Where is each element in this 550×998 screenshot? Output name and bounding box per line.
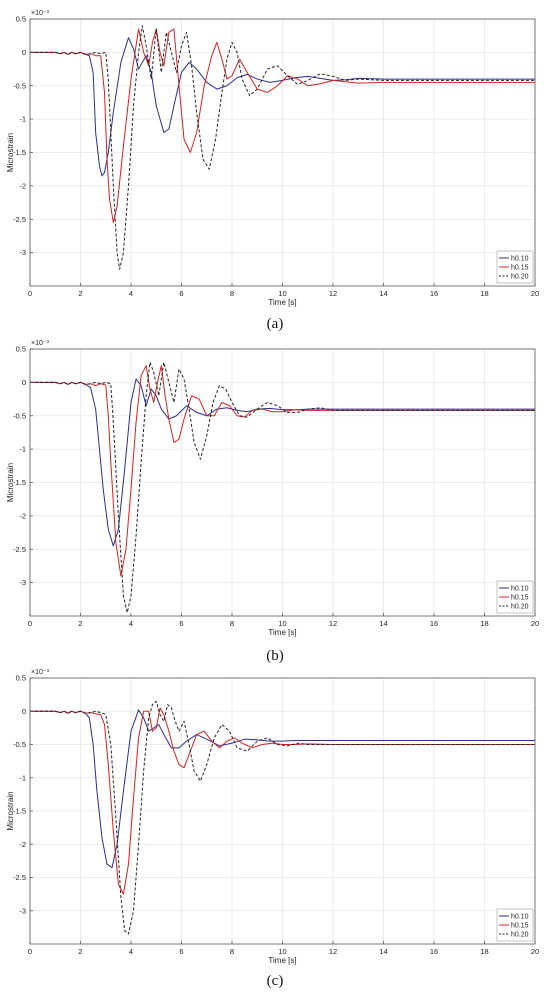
x-tick-label: 18 xyxy=(480,619,488,628)
y-tick-label: -0.5 xyxy=(13,411,26,420)
x-tick-label: 16 xyxy=(430,289,438,298)
y-tick-label: -2 xyxy=(19,511,26,520)
x-tick-label: 14 xyxy=(379,289,387,298)
x-tick-label: 0 xyxy=(28,947,32,956)
x-tick-label: 20 xyxy=(531,947,539,956)
legend-label: h0.10 xyxy=(511,256,529,263)
y-tick-label: 0.5 xyxy=(16,15,26,24)
legend-label: h0.20 xyxy=(511,932,529,939)
panel-caption-c: (c) xyxy=(266,973,284,989)
y-tick-label: -1.5 xyxy=(13,807,26,816)
chart-panel-1: 0 2 4 6 8 10 12 14 16 18 20 0.5 0 -0.5 -1 -1.5 -2 -2.5 -3 ×… xyxy=(6,340,539,637)
y-exponent-label: ×10⁻³ xyxy=(31,340,50,347)
x-tick-label: 12 xyxy=(329,289,337,298)
x-tick-label: 2 xyxy=(78,619,82,628)
legend-label: h0.15 xyxy=(511,923,529,930)
x-tick-label: 4 xyxy=(129,619,133,628)
x-tick-label: 10 xyxy=(278,289,286,298)
x-tick-label: 12 xyxy=(329,947,337,956)
x-tick-label: 6 xyxy=(179,289,183,298)
x-tick-label: 10 xyxy=(278,947,286,956)
x-tick-label: 6 xyxy=(179,947,183,956)
legend-label: h0.20 xyxy=(511,274,529,281)
y-tick-label: -2.5 xyxy=(13,545,26,554)
chart-panel-0: 0 2 4 6 8 10 12 14 16 18 20 0.5 0 -0.5 -1 -1.5 -2 -2.5 -3 ×… xyxy=(6,10,539,307)
y-axis-label: Microstrain xyxy=(6,791,15,830)
y-tick-label: 0.5 xyxy=(16,674,26,683)
x-tick-label: 8 xyxy=(230,619,234,628)
y-exponent-label: ×10⁻³ xyxy=(31,10,50,17)
x-axis-label: Time [s] xyxy=(268,628,296,637)
y-exponent-label: ×10⁻³ xyxy=(31,669,50,676)
y-tick-label: -3 xyxy=(19,578,26,587)
x-tick-label: 18 xyxy=(480,947,488,956)
y-axis-label: Microstrain xyxy=(6,133,15,172)
series-line-h0-20 xyxy=(30,25,535,270)
x-tick-label: 20 xyxy=(531,289,539,298)
x-tick-label: 2 xyxy=(78,289,82,298)
x-axis-label: Time [s] xyxy=(268,956,296,965)
y-tick-label: -1 xyxy=(19,445,26,454)
x-tick-label: 16 xyxy=(430,619,438,628)
y-tick-label: -1.5 xyxy=(13,148,26,157)
legend: h0.10 h0.15 h0.20 xyxy=(496,250,534,284)
legend-label: h0.10 xyxy=(511,586,529,593)
x-tick-label: 12 xyxy=(329,619,337,628)
x-tick-label: 8 xyxy=(230,289,234,298)
x-tick-label: 6 xyxy=(179,619,183,628)
x-tick-label: 0 xyxy=(28,619,32,628)
y-tick-label: 0.5 xyxy=(16,345,26,354)
panel-caption-b: (b) xyxy=(266,648,284,664)
series-line-h0-20 xyxy=(30,361,535,614)
legend: h0.10 h0.15 h0.20 xyxy=(496,580,534,614)
y-tick-label: -2.5 xyxy=(13,215,26,224)
x-tick-label: 0 xyxy=(28,289,32,298)
x-tick-label: 2 xyxy=(78,947,82,956)
series-line-h0-20 xyxy=(30,700,535,935)
x-tick-label: 16 xyxy=(430,947,438,956)
x-tick-label: 14 xyxy=(379,947,387,956)
y-tick-label: -1.5 xyxy=(13,478,26,487)
x-tick-label: 4 xyxy=(129,947,133,956)
y-tick-label: 0 xyxy=(22,378,26,387)
y-tick-label: -3 xyxy=(19,248,26,257)
chart-panel-2: 0 2 4 6 8 10 12 14 16 18 20 0.5 0 -0.5 -1 -1.5 -2 -2.5 -3 ×… xyxy=(6,669,539,965)
x-tick-label: 4 xyxy=(129,289,133,298)
y-tick-label: -0.5 xyxy=(13,81,26,90)
series-line-h0-15 xyxy=(30,365,535,577)
legend-label: h0.10 xyxy=(511,914,529,921)
legend-label: h0.15 xyxy=(511,595,529,602)
x-tick-label: 10 xyxy=(278,619,286,628)
y-axis-label: Microstrain xyxy=(6,463,15,502)
y-tick-label: 0 xyxy=(22,48,26,57)
y-tick-label: -0.5 xyxy=(13,740,26,749)
x-axis-label: Time [s] xyxy=(268,298,296,307)
x-tick-label: 8 xyxy=(230,947,234,956)
y-tick-label: -3 xyxy=(19,906,26,915)
y-tick-label: -1 xyxy=(19,115,26,124)
x-tick-label: 14 xyxy=(379,619,387,628)
legend-label: h0.20 xyxy=(511,604,529,611)
panel-caption-a: (a) xyxy=(266,316,284,332)
x-tick-label: 20 xyxy=(531,619,539,628)
y-tick-label: -2.5 xyxy=(13,873,26,882)
legend: h0.10 h0.15 h0.20 xyxy=(496,908,534,942)
y-tick-label: -1 xyxy=(19,773,26,782)
x-tick-label: 18 xyxy=(480,289,488,298)
legend-label: h0.15 xyxy=(511,265,529,272)
y-tick-label: 0 xyxy=(22,707,26,716)
y-tick-label: -2 xyxy=(19,181,26,190)
y-tick-label: -2 xyxy=(19,840,26,849)
